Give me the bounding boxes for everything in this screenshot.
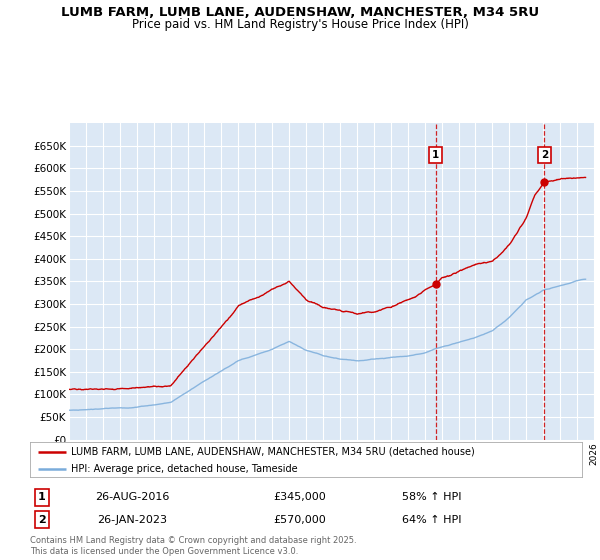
Text: HPI: Average price, detached house, Tameside: HPI: Average price, detached house, Tame…: [71, 464, 298, 474]
Text: LUMB FARM, LUMB LANE, AUDENSHAW, MANCHESTER, M34 5RU: LUMB FARM, LUMB LANE, AUDENSHAW, MANCHES…: [61, 6, 539, 18]
Text: Contains HM Land Registry data © Crown copyright and database right 2025.
This d: Contains HM Land Registry data © Crown c…: [30, 536, 356, 556]
Text: 26-AUG-2016: 26-AUG-2016: [95, 492, 169, 502]
Text: LUMB FARM, LUMB LANE, AUDENSHAW, MANCHESTER, M34 5RU (detached house): LUMB FARM, LUMB LANE, AUDENSHAW, MANCHES…: [71, 447, 475, 457]
Text: 2: 2: [38, 515, 46, 525]
Text: 2: 2: [541, 150, 548, 160]
Text: Price paid vs. HM Land Registry's House Price Index (HPI): Price paid vs. HM Land Registry's House …: [131, 18, 469, 31]
Text: 58% ↑ HPI: 58% ↑ HPI: [402, 492, 462, 502]
Text: £570,000: £570,000: [274, 515, 326, 525]
Text: 1: 1: [38, 492, 46, 502]
Text: 64% ↑ HPI: 64% ↑ HPI: [402, 515, 462, 525]
Text: £345,000: £345,000: [274, 492, 326, 502]
Text: 26-JAN-2023: 26-JAN-2023: [97, 515, 167, 525]
Text: 1: 1: [432, 150, 439, 160]
